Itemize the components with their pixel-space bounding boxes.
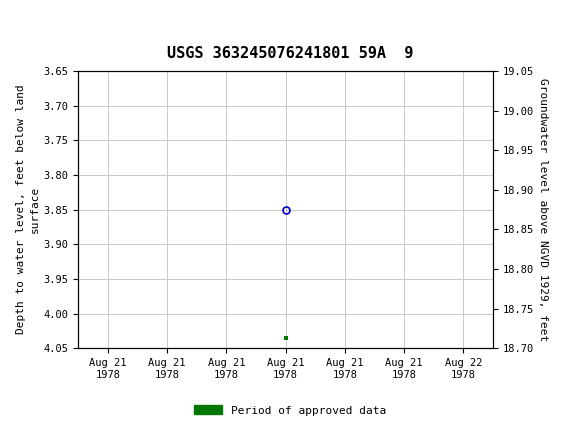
Text: ≋USGS: ≋USGS xyxy=(3,11,74,29)
Text: USGS 363245076241801 59A  9: USGS 363245076241801 59A 9 xyxy=(167,46,413,61)
Y-axis label: Groundwater level above NGVD 1929, feet: Groundwater level above NGVD 1929, feet xyxy=(538,78,548,341)
Y-axis label: Depth to water level, feet below land
surface: Depth to water level, feet below land su… xyxy=(16,85,39,335)
Legend: Period of approved data: Period of approved data xyxy=(190,401,390,420)
